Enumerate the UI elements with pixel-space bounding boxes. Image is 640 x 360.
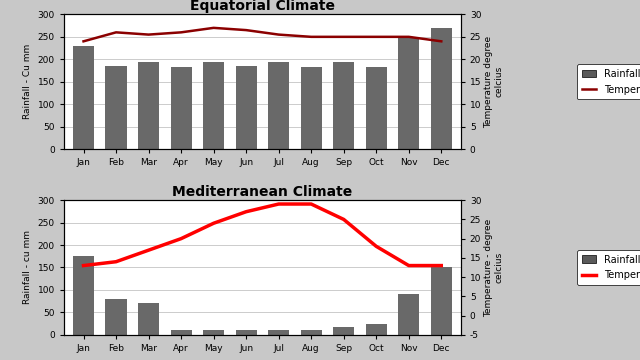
Bar — [73, 256, 94, 335]
Bar — [431, 267, 452, 335]
Bar — [203, 330, 224, 335]
Bar — [170, 330, 191, 335]
Bar — [398, 37, 419, 149]
Bar — [268, 62, 289, 149]
Y-axis label: Rainfall - Cu mm: Rainfall - Cu mm — [23, 44, 32, 119]
Bar — [365, 67, 387, 149]
Bar — [106, 66, 127, 149]
Title: Mediterranean Climate: Mediterranean Climate — [172, 185, 353, 199]
Y-axis label: Temperature - degree
celcius: Temperature - degree celcius — [484, 219, 504, 316]
Bar — [268, 330, 289, 335]
Bar — [333, 327, 355, 335]
Bar — [431, 28, 452, 149]
Bar — [301, 330, 322, 335]
Bar — [301, 67, 322, 149]
Bar — [236, 330, 257, 335]
Y-axis label: Rainfall - cu mm: Rainfall - cu mm — [23, 230, 32, 305]
Bar — [203, 62, 224, 149]
Legend: Rainfall, Temperature: Rainfall, Temperature — [577, 64, 640, 99]
Bar — [333, 62, 355, 149]
Bar — [138, 62, 159, 149]
Title: Equatorial Climate: Equatorial Climate — [190, 0, 335, 13]
Bar — [73, 46, 94, 149]
Bar — [170, 67, 191, 149]
Legend: Rainfall, Temperature: Rainfall, Temperature — [577, 250, 640, 285]
Y-axis label: Temperature degree
celcius: Temperature degree celcius — [484, 36, 504, 128]
Bar — [365, 324, 387, 335]
Bar — [106, 299, 127, 335]
Bar — [398, 294, 419, 335]
Bar — [236, 66, 257, 149]
Bar — [138, 303, 159, 335]
